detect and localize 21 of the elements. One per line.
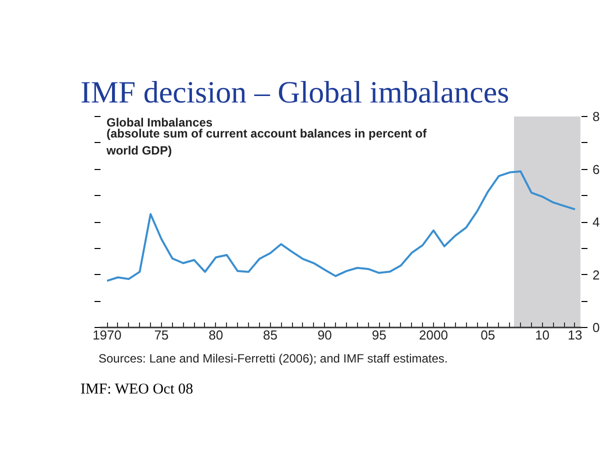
line-series <box>106 170 576 282</box>
x-tick-label: 2000 <box>419 328 448 342</box>
x-tick-label: 90 <box>317 328 332 342</box>
chart-subtitle: Global Imbalances <box>106 116 213 130</box>
x-tick-label: 10 <box>535 328 550 342</box>
x-tick-label: 95 <box>372 328 386 342</box>
y-tick-label: 0 <box>592 320 600 335</box>
annotation: (absolute sum of current account balances in percent of world GDP) <box>106 126 428 158</box>
y-tick-label: 2 <box>592 267 600 282</box>
source-note: Sources: Lane and Milesi-Ferretti (2006); and IMF staff estimates. <box>98 352 448 366</box>
x-tick-label: 13 <box>568 328 582 342</box>
y-tick-label: 6 <box>592 162 600 177</box>
chart-title: IMF decision – Global imbalances <box>80 74 510 110</box>
x-tick-label: 05 <box>480 328 496 342</box>
y-tick-label: 8 <box>592 109 600 124</box>
y-tick-label: 4 <box>592 214 600 230</box>
text: IMF: WEO Oct 08 <box>80 382 194 398</box>
x-tick-label: 85 <box>263 328 278 342</box>
x-tick-label: 75 <box>154 328 169 342</box>
x-tick-label: 80 <box>208 328 224 342</box>
x-tick-label: 1970 <box>92 328 122 342</box>
